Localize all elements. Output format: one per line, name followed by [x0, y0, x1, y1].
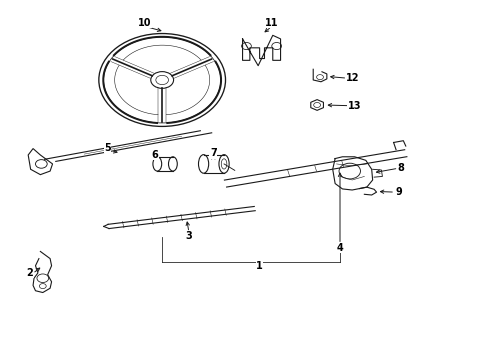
Ellipse shape	[169, 157, 177, 171]
Text: 10: 10	[138, 18, 152, 28]
Text: 7: 7	[210, 148, 217, 158]
Text: 11: 11	[265, 18, 278, 28]
Ellipse shape	[219, 155, 229, 173]
Text: 6: 6	[151, 150, 158, 160]
Text: 1: 1	[256, 261, 263, 271]
Text: 3: 3	[186, 231, 193, 241]
Ellipse shape	[153, 157, 162, 171]
Text: 4: 4	[337, 243, 343, 253]
Text: 8: 8	[397, 163, 404, 173]
Text: 9: 9	[395, 187, 402, 197]
Text: 5: 5	[104, 143, 111, 153]
Ellipse shape	[198, 155, 209, 173]
Text: 12: 12	[345, 73, 359, 83]
Text: 13: 13	[348, 101, 361, 111]
Text: 2: 2	[26, 268, 33, 278]
